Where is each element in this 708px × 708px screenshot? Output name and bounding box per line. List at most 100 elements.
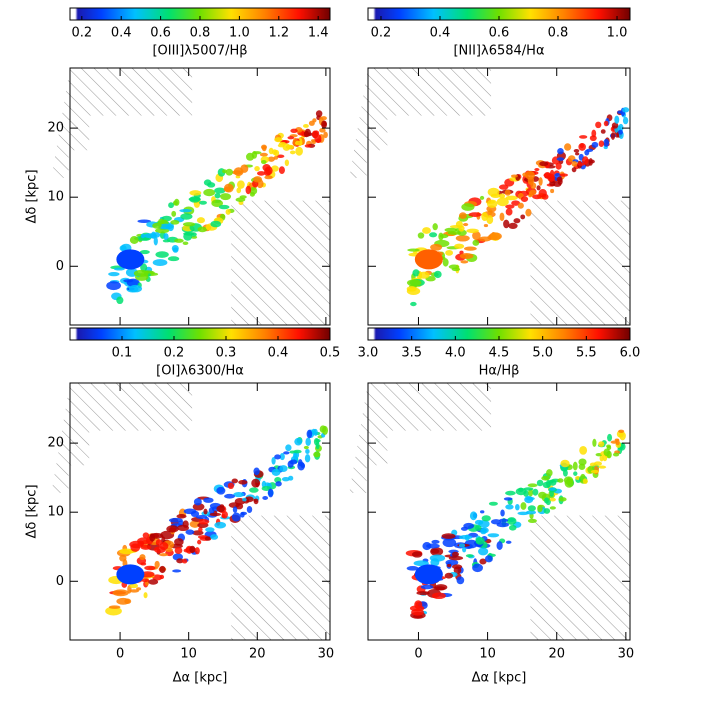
emission-patch (182, 241, 189, 245)
emission-patch (417, 232, 425, 239)
masked-region (51, 68, 193, 178)
emission-patch (595, 121, 602, 129)
emission-patch (256, 171, 266, 176)
emission-patch (144, 565, 156, 571)
emission-patch (556, 157, 565, 161)
emission-patch (203, 188, 216, 197)
emission-patch (488, 232, 502, 241)
emission-patch (566, 477, 571, 486)
emission-patch (430, 548, 440, 554)
emission-patch (271, 456, 276, 465)
emission-patch (517, 511, 529, 516)
emission-patch (414, 600, 423, 610)
emission-patch (622, 116, 629, 125)
emission-patch (481, 212, 489, 222)
emission-patch (136, 587, 142, 591)
emission-patch (459, 252, 474, 260)
emission-patch (612, 452, 620, 457)
emission-patch (527, 518, 537, 523)
emission-patch (204, 536, 212, 541)
emission-patch (227, 482, 235, 490)
emission-patch (520, 502, 527, 510)
emission-patch (216, 486, 226, 495)
x-tick-label: 30 (618, 647, 635, 662)
emission-patch (532, 194, 542, 200)
emission-patch (185, 529, 195, 535)
colorbar-tick-label: 4.0 (445, 346, 466, 361)
emission-patch (557, 148, 564, 155)
emission-patch (189, 190, 202, 196)
emission-patch (456, 576, 465, 585)
emission-patch (289, 150, 296, 155)
masked-region (231, 200, 330, 325)
emission-patch (207, 182, 216, 188)
emission-patch (603, 448, 611, 457)
emission-patch (571, 167, 577, 173)
emission-patch (430, 558, 440, 567)
emission-patch (210, 220, 222, 228)
emission-patch (505, 504, 514, 510)
emission-patch (610, 132, 616, 140)
emission-patch (582, 156, 589, 165)
emission-patch (520, 214, 526, 220)
emission-patch (189, 545, 196, 554)
emission-patch (180, 213, 193, 220)
emission-patch (532, 488, 539, 496)
emission-patch (139, 249, 150, 255)
emission-patch (274, 137, 283, 143)
emission-patch (313, 428, 318, 436)
emission-patch (124, 598, 132, 604)
emission-patch (183, 232, 193, 241)
emission-patch (153, 236, 158, 246)
emission-patch (198, 518, 210, 525)
emission-patch (586, 148, 594, 153)
emission-patch (220, 193, 232, 201)
colorbar-tick-label: 1.4 (308, 26, 329, 41)
emission-patch (235, 175, 241, 179)
emission-patch (275, 481, 282, 487)
emission-patch (285, 144, 294, 150)
emission-patch (500, 509, 505, 517)
emission-patch (232, 506, 238, 513)
emission-patch (306, 429, 313, 439)
x-tick-label: 0 (414, 647, 422, 662)
colorbar-label: [OI]λ6300/Hα (156, 364, 244, 379)
emission-patch (619, 431, 626, 441)
emission-patch (479, 195, 485, 200)
emission-patch (218, 204, 230, 210)
emission-patch (618, 123, 624, 132)
emission-patch (472, 231, 481, 241)
emission-patch (472, 239, 480, 246)
y-axis-label: Δδ [kpc] (25, 484, 40, 538)
emission-patch (606, 444, 611, 449)
emission-patch (564, 143, 572, 151)
emission-patch (426, 543, 440, 549)
emission-patch (278, 141, 287, 146)
emission-patch (176, 514, 187, 519)
emission-patch (454, 243, 465, 249)
masked-region (349, 68, 492, 178)
emission-patch (236, 187, 242, 194)
emission-patch (182, 222, 196, 227)
emission-patch (303, 445, 309, 450)
emission-patch (618, 429, 625, 433)
emission-patch (496, 197, 509, 207)
emission-patch (108, 605, 121, 609)
emission-patch (549, 506, 556, 510)
emission-patch (457, 229, 467, 236)
emission-patch (176, 558, 184, 564)
emission-patch (557, 478, 564, 483)
colorbar-tick-label: 0.1 (112, 346, 133, 361)
emission-patch (541, 475, 550, 481)
emission-patch (555, 162, 562, 170)
emission-patch (140, 233, 146, 239)
emission-patch (293, 449, 302, 454)
emission-patch (603, 120, 609, 127)
emission-patch (238, 479, 248, 485)
emission-patch (278, 166, 285, 175)
emission-patch (525, 496, 535, 501)
emission-patch (321, 120, 327, 129)
x-axis-label: Δα [kpc] (173, 671, 228, 686)
emission-patch (259, 152, 268, 157)
emission-patch (155, 251, 169, 258)
